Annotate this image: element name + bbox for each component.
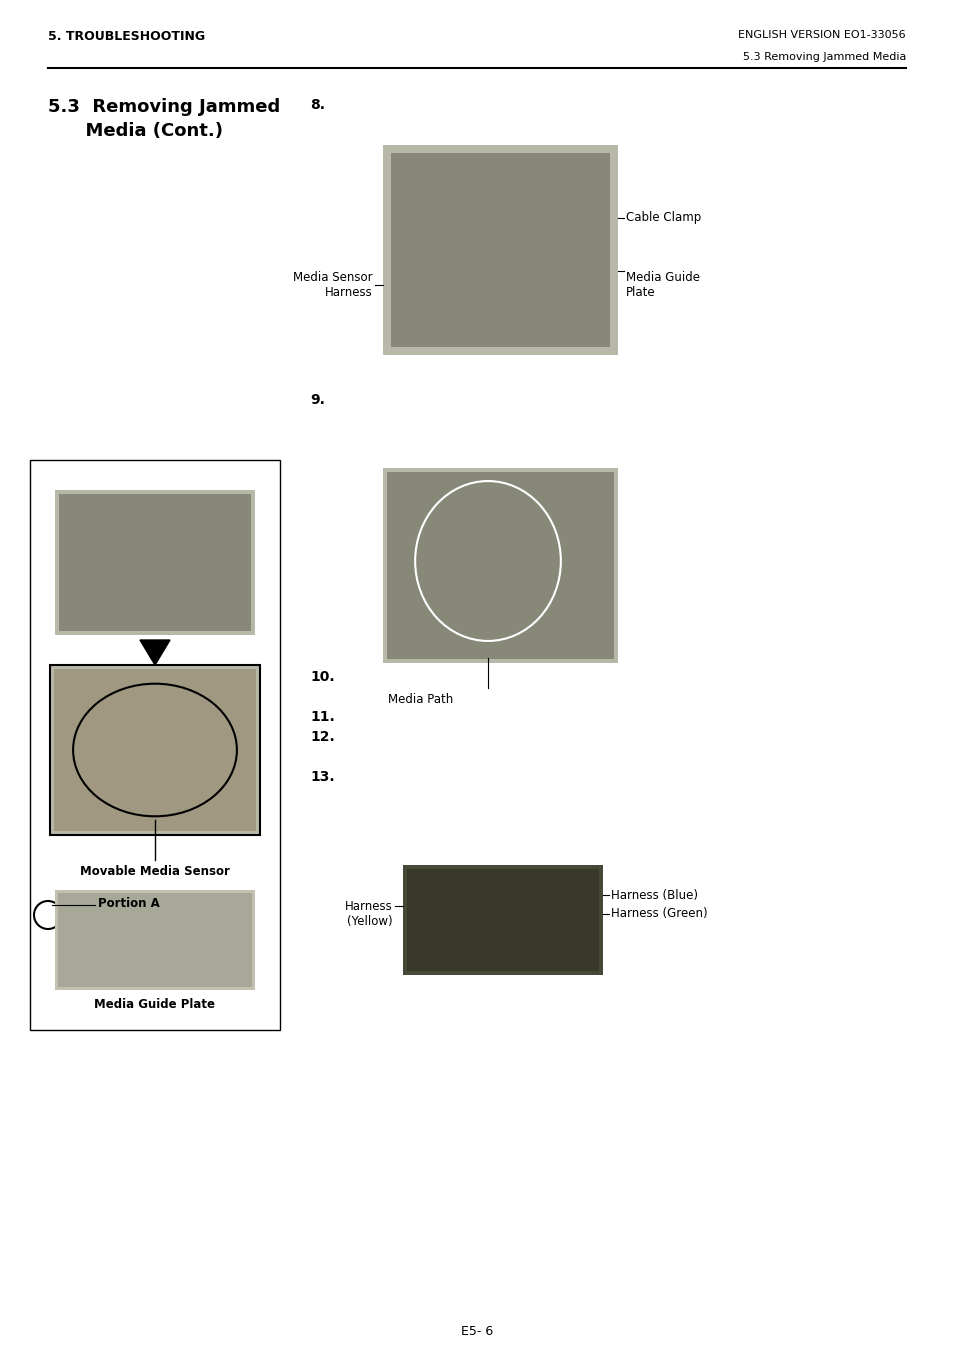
Text: 8.: 8. (310, 99, 325, 112)
Bar (55, 890, 254, 990)
Text: Media Sensor
Harness: Media Sensor Harness (294, 272, 373, 299)
Text: Media Guide Plate: Media Guide Plate (94, 998, 215, 1011)
Bar (382, 467, 618, 663)
Bar (407, 869, 598, 971)
Bar (58, 893, 252, 988)
Text: 11.: 11. (310, 711, 335, 724)
Polygon shape (140, 640, 170, 665)
Text: Media (Cont.): Media (Cont.) (48, 122, 223, 141)
Text: Cable Clamp: Cable Clamp (625, 212, 700, 224)
Bar (382, 145, 618, 355)
Text: 9.: 9. (310, 393, 325, 407)
Bar (402, 865, 602, 975)
Text: 5.3 Removing Jammed Media: 5.3 Removing Jammed Media (741, 51, 905, 62)
Text: 13.: 13. (310, 770, 335, 784)
Text: Movable Media Sensor: Movable Media Sensor (80, 865, 230, 878)
Text: Harness (Blue): Harness (Blue) (610, 889, 698, 901)
Text: Harness
(Yellow): Harness (Yellow) (345, 900, 393, 928)
Bar (391, 153, 609, 347)
Bar (387, 471, 614, 659)
Text: ENGLISH VERSION EO1-33056: ENGLISH VERSION EO1-33056 (738, 30, 905, 41)
Bar (54, 669, 255, 831)
Text: 5.3  Removing Jammed: 5.3 Removing Jammed (48, 99, 280, 116)
Text: Media Guide
Plate: Media Guide Plate (625, 272, 700, 299)
Text: Harness (Green): Harness (Green) (610, 908, 707, 920)
Bar (50, 665, 260, 835)
Bar (55, 490, 254, 635)
Text: 5. TROUBLESHOOTING: 5. TROUBLESHOOTING (48, 30, 205, 43)
Bar (30, 459, 280, 1029)
Text: Portion A: Portion A (98, 897, 159, 911)
Bar (59, 494, 251, 631)
Text: 12.: 12. (310, 730, 335, 744)
Text: E5- 6: E5- 6 (460, 1325, 493, 1337)
Text: 10.: 10. (310, 670, 335, 684)
Text: Media Path: Media Path (388, 693, 453, 707)
